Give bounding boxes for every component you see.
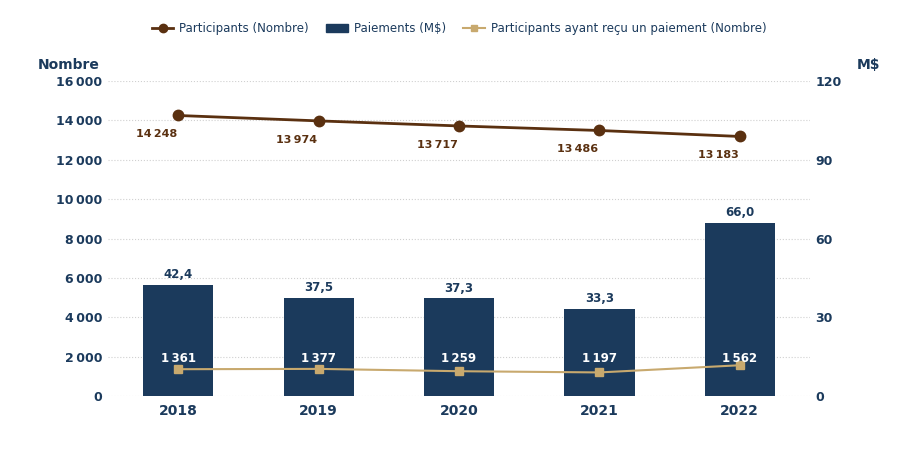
Text: 1 562: 1 562 bbox=[722, 351, 758, 364]
Legend: Participants (Nombre), Paiements (M$), Participants ayant reçu un paiement (Nomb: Participants (Nombre), Paiements (M$), P… bbox=[148, 18, 770, 40]
Bar bbox=[424, 298, 494, 396]
Text: 1 361: 1 361 bbox=[161, 351, 195, 364]
Bar bbox=[705, 223, 775, 396]
Text: 66,0: 66,0 bbox=[725, 206, 754, 219]
Text: M$: M$ bbox=[857, 58, 880, 72]
Text: 37,5: 37,5 bbox=[304, 281, 333, 294]
Text: Nombre: Nombre bbox=[38, 58, 100, 72]
Bar bbox=[564, 309, 634, 396]
Text: 13 183: 13 183 bbox=[698, 150, 738, 160]
Text: 1 377: 1 377 bbox=[302, 351, 336, 364]
Bar bbox=[284, 297, 354, 396]
Text: 1 197: 1 197 bbox=[582, 351, 617, 364]
Text: 13 717: 13 717 bbox=[417, 140, 458, 150]
Text: 37,3: 37,3 bbox=[445, 282, 473, 295]
Text: 33,3: 33,3 bbox=[585, 292, 614, 305]
Text: 13 974: 13 974 bbox=[276, 135, 318, 144]
Text: 13 486: 13 486 bbox=[557, 144, 598, 154]
Text: 42,4: 42,4 bbox=[164, 268, 193, 281]
Text: 14 248: 14 248 bbox=[136, 129, 177, 139]
Text: 1 259: 1 259 bbox=[441, 351, 477, 364]
Bar bbox=[143, 285, 213, 396]
